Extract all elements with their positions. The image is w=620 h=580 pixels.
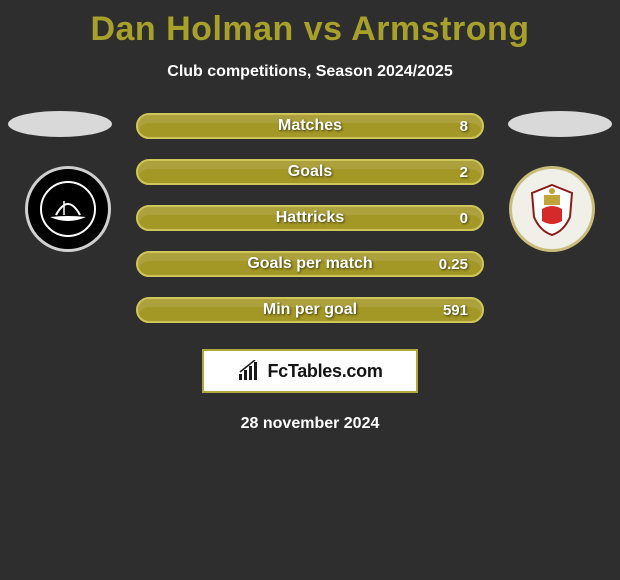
stat-row-gpm: Goals per match 0.25 [136, 251, 484, 277]
stat-row-goals: Goals 2 [136, 159, 484, 185]
team-crest-left [18, 159, 118, 259]
page-title: Dan Holman vs Armstrong [0, 0, 620, 49]
stat-label: Hattricks [276, 209, 344, 227]
team-crest-right [502, 159, 602, 259]
brand-text: FcTables.com [267, 361, 382, 382]
stat-row-hattricks: Hattricks 0 [136, 205, 484, 231]
stat-value: 591 [443, 302, 468, 319]
main-area: Matches 8 Goals 2 Hattricks 0 Goals per … [0, 113, 620, 433]
stat-value: 8 [460, 118, 468, 135]
plymouth-crest-icon [40, 181, 96, 237]
brand-box[interactable]: FcTables.com [202, 349, 418, 393]
brand-chart-icon [237, 360, 261, 382]
date-text: 28 november 2024 [0, 415, 620, 433]
ellipse-right [508, 111, 612, 137]
stat-value: 2 [460, 164, 468, 181]
stat-value: 0.25 [439, 256, 468, 273]
team-crest-right-inner [509, 166, 595, 252]
stat-label: Goals [288, 163, 332, 181]
team-crest-left-inner [25, 166, 111, 252]
stat-label: Min per goal [263, 301, 357, 319]
stat-label: Matches [278, 117, 342, 135]
stat-row-matches: Matches 8 [136, 113, 484, 139]
stat-row-mpg: Min per goal 591 [136, 297, 484, 323]
stat-label: Goals per match [247, 255, 372, 273]
stats-list: Matches 8 Goals 2 Hattricks 0 Goals per … [136, 113, 484, 323]
subtitle: Club competitions, Season 2024/2025 [0, 63, 620, 81]
stat-value: 0 [460, 210, 468, 227]
bristol-city-crest-icon [522, 179, 582, 239]
ellipse-left [8, 111, 112, 137]
